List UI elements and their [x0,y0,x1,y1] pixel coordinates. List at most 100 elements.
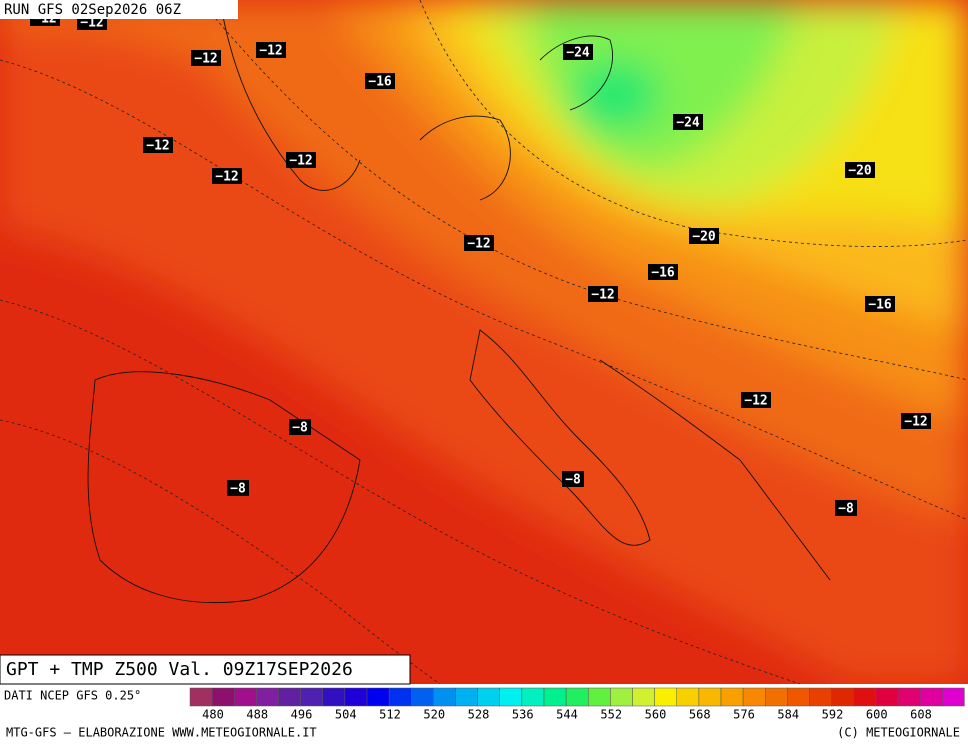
colorbar-label: 560 [645,708,667,722]
temperature-label: −12 [215,170,238,185]
colorbar-swatch [787,687,810,707]
colorbar-swatch [322,687,346,707]
temperature-label: −12 [259,44,282,59]
temperature-label: −20 [692,230,716,245]
colorbar-label: 600 [866,708,888,722]
colorbar-swatch [565,687,589,707]
colorbar-label: 488 [246,708,268,722]
temperature-label: −16 [651,266,675,281]
colorbar-swatch [809,687,832,707]
label-box [365,73,395,89]
label-box [256,42,286,58]
colorbar-label: 536 [512,708,534,722]
colorbar-label: 576 [733,708,755,722]
colorbar-label: 512 [379,708,401,722]
colorbar-swatch [919,687,943,707]
colorbar-swatch [234,687,257,707]
temperature-label: −8 [565,473,581,488]
colorbar-label: 608 [910,708,932,722]
colorbar-swatch [588,687,611,707]
colorbar-swatch [698,687,722,707]
temperature-label: −12 [744,394,767,409]
colorbar-label: 528 [468,708,490,722]
colorbar-swatch [742,687,766,707]
label-box [588,286,618,302]
colorbar-swatch [543,687,567,707]
colorbar-swatch [300,687,323,707]
label-box [835,500,857,516]
colorbar-label: 568 [689,708,711,722]
label-box [845,162,875,178]
colorbar-swatch [610,687,633,707]
field [0,0,968,684]
label-box [464,235,494,251]
label-box [673,114,703,130]
colorbar-swatch [256,687,279,707]
colorbar-swatch [831,687,854,707]
run-box [0,0,238,19]
colorbar-swatch [278,687,301,707]
colorbar-swatch [433,687,456,707]
label-box [648,264,678,280]
temperature-label: −12 [904,415,927,430]
colorbar-swatch [632,687,655,707]
label-box [901,413,931,429]
colorbar-swatch [720,687,744,707]
colorbar-swatch [654,687,677,707]
colorbar-swatch [765,687,788,707]
colorbar-label: 552 [600,708,622,722]
temperature-label: −8 [292,421,308,436]
temperature-label: −16 [368,75,392,90]
label-box [212,168,242,184]
colorbar-label: 544 [556,708,578,722]
colorbar-label: 584 [777,708,799,722]
temperature-label: −8 [230,482,246,497]
temperature-label: −12 [591,288,614,303]
temperature-label: −8 [838,502,854,517]
colorbar-swatch [477,687,500,707]
temperature-label: −16 [868,298,892,313]
label-box [689,228,719,244]
title-box [0,654,411,685]
colorbar-label: 520 [423,708,445,722]
label-box [865,296,895,312]
colorbar-swatch [499,687,523,707]
temperature-label: −12 [289,154,312,169]
label-box [286,152,316,168]
colorbar-swatch [897,687,921,707]
temperature-label: −12 [80,16,103,31]
label-box [289,419,311,435]
temperature-label: −12 [146,139,169,154]
label-box [562,471,584,487]
colorbar: 480 488 496 504 512 520 528 536 544 552 560 568 576 5… [189,687,965,722]
footer-left: MTG-GFS — ELABORAZIONE WWW.METEOGIORNALE… [6,726,317,740]
label-box [191,50,221,66]
colorbar-swatch [366,687,390,707]
colorbar-swatch [521,687,545,707]
temperature-label: −12 [194,52,217,67]
colorbar-label: 592 [822,708,844,722]
temperature-label: −24 [676,116,700,131]
colorbar-swatch [455,687,478,707]
temperature-label: −12 [467,237,490,252]
colorbar-label: 496 [291,708,313,722]
colorbar-label: 480 [202,708,224,722]
run-label: RUN GFS 02Sep2026 06Z [4,2,181,18]
colorbar-swatch [676,687,700,707]
label-box [563,44,593,60]
colorbar-label: 504 [335,708,357,722]
colorbar-swatch [411,687,434,707]
colorbar-swatch [388,687,412,707]
colorbar-swatch [211,687,235,707]
colorbar-swatch [853,687,877,707]
label-box [143,137,173,153]
coastlines [87,0,831,604]
source-label: DATI NCEP GFS 0.25° [4,689,141,703]
colorbar-swatch [344,687,368,707]
temperature-label: −20 [848,164,872,179]
label-box [227,480,249,496]
label-box [741,392,771,408]
footer-right: (C) METEOGIORNALE [837,726,960,740]
